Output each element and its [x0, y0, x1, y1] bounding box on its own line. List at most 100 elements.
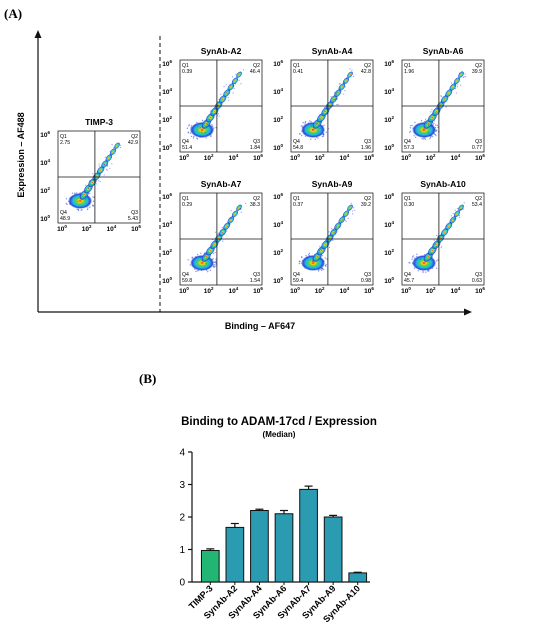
quadrant-name: Q2: [131, 134, 138, 140]
y-tick-label: 106: [384, 59, 394, 68]
x-tick-label: 104: [228, 286, 238, 295]
quadrant-name: Q4: [182, 139, 189, 145]
density-cloud: [409, 70, 467, 140]
flow-plot-title: SynAb-A7: [201, 179, 242, 189]
quadrant-name: Q2: [364, 63, 371, 69]
quadrant-name: Q1: [60, 134, 67, 140]
y-tick-label: 100: [384, 143, 394, 152]
x-tick-label: 106: [364, 286, 374, 295]
y-tick-label: 104: [162, 220, 172, 229]
quadrant-percent: 42.9: [128, 140, 138, 146]
bar: [225, 526, 245, 583]
quadrant-percent: 38.3: [250, 202, 260, 208]
x-tick-label: 102: [315, 153, 325, 162]
quadrant-name: Q4: [182, 272, 189, 278]
quadrant-percent: 51.4: [182, 145, 192, 151]
chart-subtitle: (Median): [263, 430, 296, 439]
quadrant-percent: 1.96: [404, 69, 414, 75]
flow-plot-title: SynAb-A10: [420, 179, 466, 189]
quadrant-percent: 2.75: [60, 140, 70, 146]
x-tick-label: 106: [364, 153, 374, 162]
bar: [274, 513, 294, 583]
quadrant-name: Q2: [475, 196, 482, 202]
quadrant-name: Q1: [404, 196, 411, 202]
chart-title: Binding to ADAM-17cd / Expression: [181, 416, 377, 428]
y-tick-label: 100: [384, 276, 394, 285]
quadrant-name: Q4: [60, 210, 67, 216]
quadrant-name: Q4: [404, 139, 411, 145]
bar: [200, 549, 220, 583]
quadrant-percent: 0.30: [404, 202, 414, 208]
x-tick-label: 100: [401, 286, 411, 295]
y-tick-label: 106: [384, 192, 394, 201]
y-tick-label: 106: [273, 59, 283, 68]
panel-a-label: (A): [4, 6, 22, 21]
x-tick-label: 102: [315, 286, 325, 295]
quadrant-percent: 46.4: [250, 69, 260, 75]
bar: [299, 488, 318, 583]
x-tick-label: 104: [339, 153, 349, 162]
x-tick-label: 104: [450, 153, 460, 162]
y-tick-label: 102: [162, 115, 172, 124]
y-tick-label: 102: [384, 248, 394, 257]
y-tick-label: 100: [162, 276, 172, 285]
y-tick-label: 106: [162, 192, 172, 201]
quadrant-name: Q2: [253, 196, 260, 202]
y-tick-label: 102: [273, 115, 283, 124]
x-tick-label: 100: [179, 153, 189, 162]
x-tick-label: 102: [204, 286, 214, 295]
y-tick-label: 102: [40, 186, 50, 195]
y-tick-label: 100: [162, 143, 172, 152]
quadrant-name: Q1: [293, 63, 300, 69]
y-tick-label: 3: [179, 480, 185, 491]
flow-plot-title: SynAb-A9: [312, 179, 353, 189]
quadrant-percent: 57.3: [404, 145, 414, 151]
y-tick-label: 0: [179, 578, 185, 589]
quadrant-percent: 39.2: [361, 202, 371, 208]
quadrant-name: Q3: [131, 210, 138, 216]
x-tick-label: 106: [475, 286, 485, 295]
y-tick-label: 106: [162, 59, 172, 68]
x-tick-label: 106: [253, 153, 263, 162]
x-tick-label: 106: [475, 153, 485, 162]
quadrant-name: Q3: [475, 139, 482, 145]
density-cloud: [408, 202, 465, 274]
y-tick-label: 106: [40, 130, 50, 139]
y-tick-label: 104: [162, 87, 172, 96]
quadrant-percent: 1.84: [250, 145, 260, 151]
quadrant-percent: 0.98: [361, 278, 371, 284]
y-axis-label: Expression – AF488: [16, 112, 26, 197]
x-tick-label: 102: [82, 224, 92, 233]
quadrant-percent: 45.7: [404, 278, 414, 284]
quadrant-percent: 59.4: [293, 278, 303, 284]
flow-plot-title: SynAb-A6: [423, 46, 464, 56]
bar: [250, 510, 269, 583]
quadrant-percent: 0.39: [182, 69, 192, 75]
quadrant-percent: 1.96: [361, 145, 371, 151]
quadrant-name: Q2: [253, 63, 260, 69]
y-tick-label: 104: [384, 87, 394, 96]
y-tick-label: 102: [384, 115, 394, 124]
bar-y-ticks: 0 1 2 3 4: [179, 448, 192, 589]
y-tick-label: 4: [179, 448, 185, 459]
quadrant-percent: 0.29: [182, 202, 192, 208]
quadrant-name: Q4: [293, 272, 300, 278]
x-tick-label: 102: [426, 286, 436, 295]
quadrant-percent: 54.8: [293, 145, 303, 151]
y-tick-label: 1: [179, 545, 185, 556]
quadrant-name: Q3: [253, 139, 260, 145]
quadrant-name: Q2: [364, 196, 371, 202]
x-tick-label: 100: [290, 153, 300, 162]
y-tick-label: 2: [179, 513, 185, 524]
density-cloud: [65, 142, 122, 212]
quadrant-name: Q3: [364, 139, 371, 145]
flow-plot-title: TIMP-3: [85, 117, 113, 127]
quadrant-name: Q1: [182, 63, 189, 69]
